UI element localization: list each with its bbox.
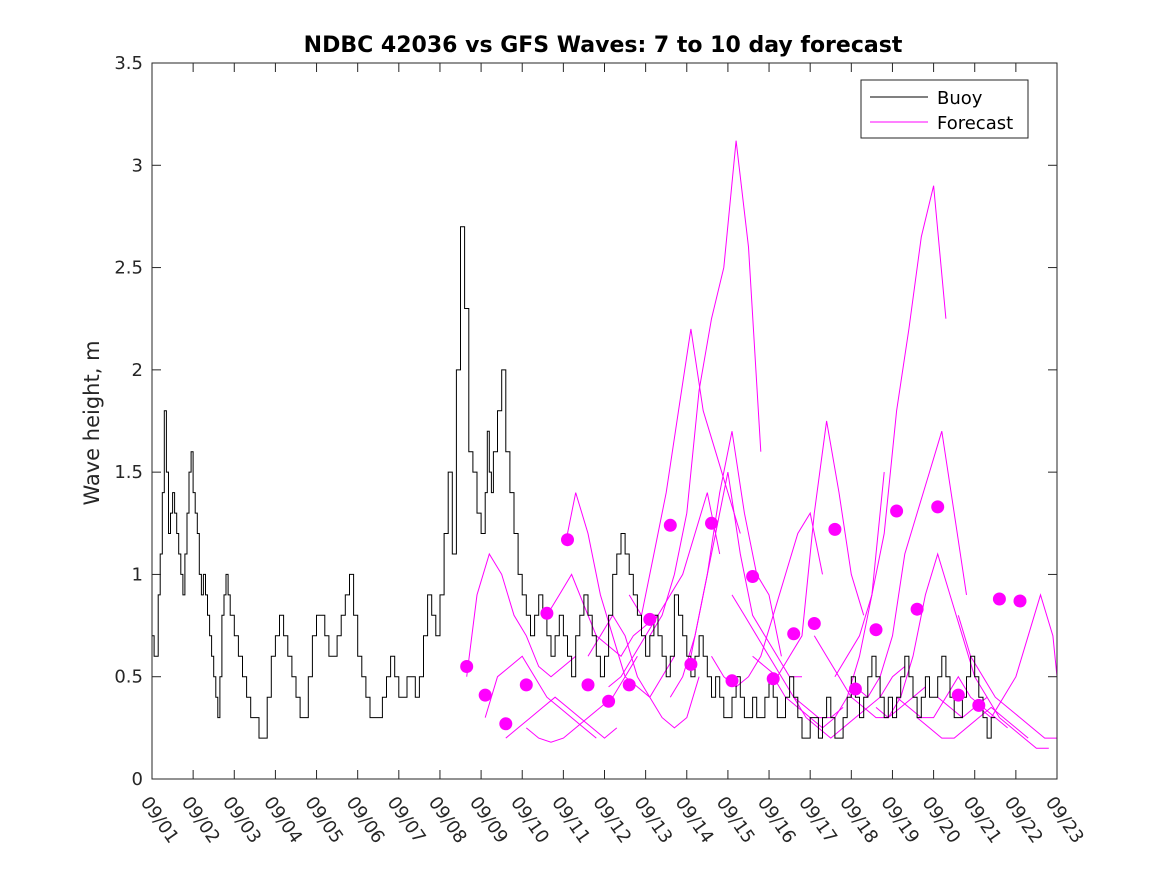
forecast-marker-12 <box>684 657 698 671</box>
forecast-line-23 <box>916 706 1029 739</box>
plot-area <box>152 140 1057 749</box>
forecast-marker-17 <box>787 627 801 641</box>
forecast-line-7 <box>587 614 700 729</box>
forecast-line-4 <box>525 656 638 743</box>
forecast-marker-5 <box>540 606 554 620</box>
forecast-line-2 <box>484 655 597 739</box>
buoy-line <box>152 226 996 739</box>
y-tick-label-5: 2.5 <box>114 258 143 279</box>
y-axis-label: Wave height, m <box>80 340 104 505</box>
y-tick-label-3: 1.5 <box>114 462 143 483</box>
forecast-line-26 <box>978 593 1057 719</box>
forecast-line-24 <box>937 696 1049 749</box>
legend-buoy-label: Buoy <box>937 88 983 109</box>
forecast-marker-1 <box>460 660 474 673</box>
forecast-line-6 <box>567 492 675 698</box>
forecast-marker-23 <box>910 602 924 616</box>
forecast-marker-3 <box>499 717 513 731</box>
forecast-marker-19 <box>828 522 842 536</box>
legend-forecast-label: Forecast <box>937 113 1013 134</box>
forecast-line-18 <box>813 635 926 719</box>
forecast-marker-18 <box>807 617 821 630</box>
forecast-marker-24 <box>931 500 945 514</box>
forecast-marker-14 <box>725 674 739 688</box>
forecast-line-21 <box>875 552 988 719</box>
forecast-line-20 <box>855 431 967 698</box>
forecast-line-10 <box>649 140 762 637</box>
chart-title: NDBC 42036 vs GFS Waves: 7 to 10 day for… <box>304 33 903 58</box>
y-tick-label-6: 3 <box>132 155 143 176</box>
legend-box <box>860 79 1029 139</box>
forecast-marker-13 <box>705 516 718 530</box>
forecast-line-9 <box>628 328 741 617</box>
forecast-line-15 <box>752 420 865 678</box>
forecast-line-22 <box>896 675 1008 729</box>
y-tick-label-1: 0.5 <box>114 667 143 688</box>
forecast-marker-21 <box>869 623 883 637</box>
forecast-marker-7 <box>581 678 595 692</box>
forecast-marker-28 <box>1013 594 1027 608</box>
forecast-marker-4 <box>519 678 533 692</box>
y-tick-label-0: 0 <box>132 769 143 790</box>
forecast-marker-27 <box>992 592 1006 606</box>
forecast-marker-6 <box>561 533 574 547</box>
forecast-marker-25 <box>951 688 965 702</box>
forecast-marker-11 <box>663 518 677 532</box>
forecast-line-1 <box>466 552 577 678</box>
forecast-line-17 <box>793 666 906 739</box>
y-tick-label-7: 3.5 <box>114 53 143 74</box>
forecast-line-19 <box>834 185 947 677</box>
forecast-marker-10 <box>643 612 657 626</box>
forecast-marker-9 <box>622 678 636 692</box>
forecast-marker-15 <box>746 570 760 583</box>
forecast-marker-16 <box>766 672 780 686</box>
forecast-line-16 <box>772 472 885 729</box>
forecast-marker-26 <box>972 698 986 712</box>
forecast-line-8 <box>608 492 721 688</box>
series-layer <box>152 140 1057 749</box>
y-tick-label-4: 2 <box>132 360 143 381</box>
y-tick-label-2: 1 <box>132 564 143 585</box>
forecast-marker-2 <box>478 688 492 702</box>
forecast-marker-8 <box>602 694 616 708</box>
forecast-marker-20 <box>848 682 862 696</box>
forecast-marker-22 <box>890 504 904 518</box>
legend: Buoy Forecast <box>860 79 1029 139</box>
forecast-line-3 <box>505 696 618 739</box>
forecast-line-5 <box>546 573 659 658</box>
